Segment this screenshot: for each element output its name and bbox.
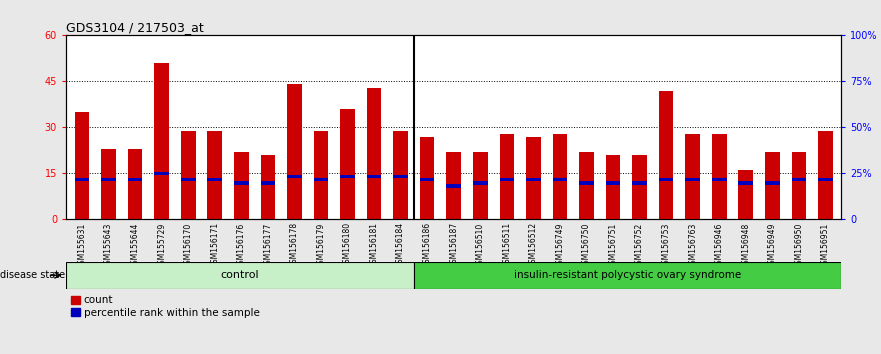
Bar — [207, 178, 222, 182]
Bar — [447, 152, 461, 219]
Bar — [366, 87, 381, 219]
Bar — [101, 178, 116, 182]
Bar — [712, 133, 727, 219]
Bar — [75, 178, 89, 182]
Bar — [765, 152, 780, 219]
Bar — [101, 149, 116, 219]
Bar — [500, 178, 515, 182]
Bar — [552, 133, 567, 219]
Text: control: control — [220, 270, 259, 280]
Text: GDS3104 / 217503_at: GDS3104 / 217503_at — [66, 21, 204, 34]
Bar — [447, 184, 461, 188]
Bar — [765, 181, 780, 184]
Text: disease state: disease state — [0, 270, 65, 280]
Bar — [234, 181, 248, 184]
Bar — [659, 178, 673, 182]
Bar — [791, 152, 806, 219]
Bar — [420, 178, 434, 182]
Bar — [712, 178, 727, 182]
Bar — [340, 175, 355, 178]
Bar — [128, 149, 143, 219]
Bar — [818, 131, 833, 219]
Bar — [393, 175, 408, 178]
Bar — [154, 172, 169, 175]
Bar — [261, 181, 275, 184]
Bar — [128, 178, 143, 182]
Bar — [579, 181, 594, 184]
Bar — [685, 178, 700, 182]
Bar — [473, 152, 487, 219]
Bar — [606, 155, 620, 219]
Bar — [181, 131, 196, 219]
Bar — [393, 131, 408, 219]
Bar — [413, 262, 841, 289]
Bar — [738, 181, 753, 184]
Bar — [606, 181, 620, 184]
Bar — [287, 175, 301, 178]
Bar — [314, 131, 329, 219]
Bar — [207, 131, 222, 219]
Bar — [261, 155, 275, 219]
Bar — [791, 178, 806, 182]
Bar — [818, 178, 833, 182]
Bar — [181, 178, 196, 182]
Bar — [659, 91, 673, 219]
Bar — [500, 133, 515, 219]
Bar — [526, 137, 541, 219]
Bar — [526, 178, 541, 182]
Bar — [685, 133, 700, 219]
Bar — [738, 170, 753, 219]
Bar — [633, 181, 647, 184]
Bar — [287, 85, 301, 219]
Bar — [420, 137, 434, 219]
Bar — [579, 152, 594, 219]
Bar — [66, 262, 413, 289]
Bar — [75, 112, 89, 219]
Text: insulin-resistant polycystic ovary syndrome: insulin-resistant polycystic ovary syndr… — [514, 270, 741, 280]
Bar — [366, 175, 381, 178]
Bar — [473, 181, 487, 184]
Bar — [633, 155, 647, 219]
Bar — [234, 152, 248, 219]
Bar — [552, 178, 567, 182]
Legend: count, percentile rank within the sample: count, percentile rank within the sample — [71, 296, 260, 318]
Bar — [154, 63, 169, 219]
Bar — [340, 109, 355, 219]
Bar — [314, 178, 329, 182]
